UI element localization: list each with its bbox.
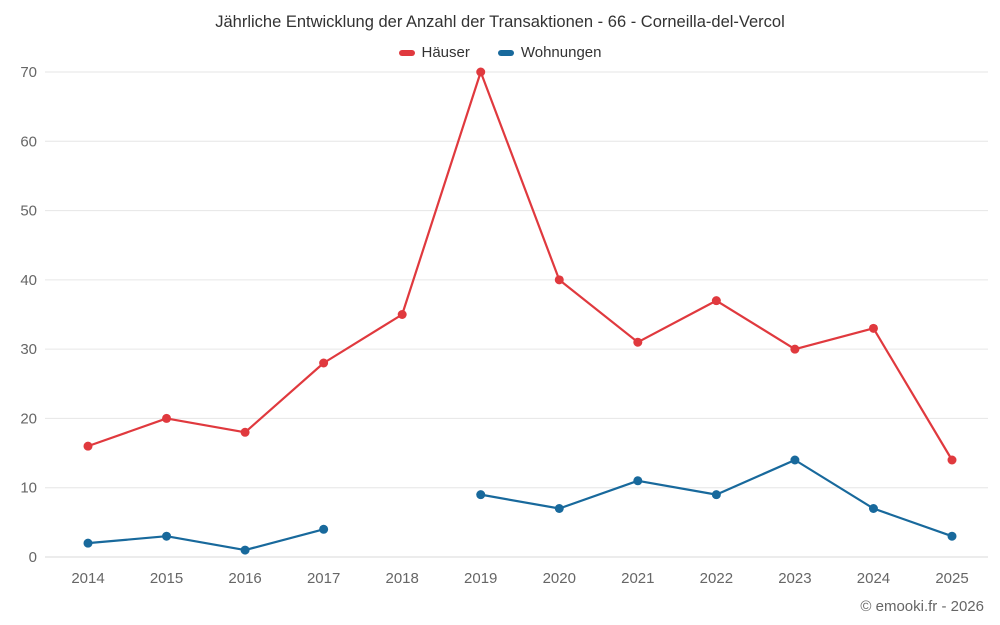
series-h-user: [83, 67, 957, 465]
x-axis-labels: 2014 2015 2016 2017 2018 2019 2020 2021 2022 2023…: [71, 570, 968, 587]
y-tick-label: 40: [20, 272, 37, 289]
legend-marker-icon: [497, 49, 514, 56]
data-point[interactable]: [711, 490, 721, 500]
chart-title: Jährliche Entwicklung der Anzahl der Tra…: [215, 13, 785, 31]
data-point[interactable]: [476, 490, 486, 500]
data-point[interactable]: [868, 504, 878, 513]
data-point[interactable]: [947, 455, 957, 465]
legend: Häuser Wohnungen: [0, 44, 1000, 61]
data-point[interactable]: [633, 476, 643, 486]
x-tick-label: 2015: [150, 570, 183, 587]
series-line: [86, 528, 325, 552]
y-tick-label: 30: [20, 341, 37, 358]
y-tick-label: 20: [20, 410, 37, 427]
data-point[interactable]: [711, 296, 721, 306]
gridlines: [45, 71, 988, 558]
data-point[interactable]: [83, 441, 93, 451]
x-tick-label: 2016: [228, 570, 261, 587]
data-point[interactable]: [633, 337, 643, 347]
data-point[interactable]: [790, 455, 800, 465]
x-tick-label: 2019: [464, 570, 497, 587]
y-tick-label: 0: [29, 549, 37, 566]
x-tick-label: 2014: [71, 570, 104, 587]
data-point[interactable]: [319, 524, 329, 534]
x-tick-label: 2024: [857, 570, 890, 587]
y-tick-label: 10: [20, 480, 37, 497]
y-axis-labels: 0 10 20 30 40 50 60 70: [20, 64, 37, 566]
legend-item-label: Häuser: [421, 44, 470, 61]
x-tick-label: 2018: [385, 570, 418, 587]
x-tick-label: 2022: [700, 570, 733, 587]
data-point[interactable]: [83, 538, 93, 548]
legend-item-h-user[interactable]: Häuser: [398, 44, 470, 61]
data-point[interactable]: [476, 67, 486, 77]
data-point[interactable]: [162, 531, 172, 541]
data-point[interactable]: [554, 504, 564, 513]
legend-item-label: Wohnungen: [520, 44, 602, 61]
data-point[interactable]: [162, 413, 172, 423]
data-point[interactable]: [554, 275, 564, 285]
data-point[interactable]: [240, 545, 250, 555]
legend-marker-icon: [398, 49, 415, 56]
data-point[interactable]: [947, 531, 957, 541]
data-point[interactable]: [868, 323, 878, 333]
y-tick-label: 70: [20, 64, 37, 81]
series-wohnungen: [83, 455, 957, 555]
data-point[interactable]: [319, 358, 329, 368]
credits-link[interactable]: © emooki.fr - 2026: [860, 598, 984, 615]
x-tick-label: 2025: [935, 570, 968, 587]
x-tick-label: 2021: [621, 570, 654, 587]
data-point[interactable]: [790, 344, 800, 354]
x-tick-label: 2017: [307, 570, 340, 587]
x-tick-label: 2020: [543, 570, 576, 587]
series-line: [86, 70, 954, 462]
y-tick-label: 60: [20, 133, 37, 150]
legend-item-wohnungen[interactable]: Wohnungen: [497, 44, 602, 61]
x-tick-label: 2023: [778, 570, 811, 587]
y-tick-label: 50: [20, 203, 37, 220]
data-point[interactable]: [397, 310, 407, 319]
data-point[interactable]: [240, 427, 250, 437]
